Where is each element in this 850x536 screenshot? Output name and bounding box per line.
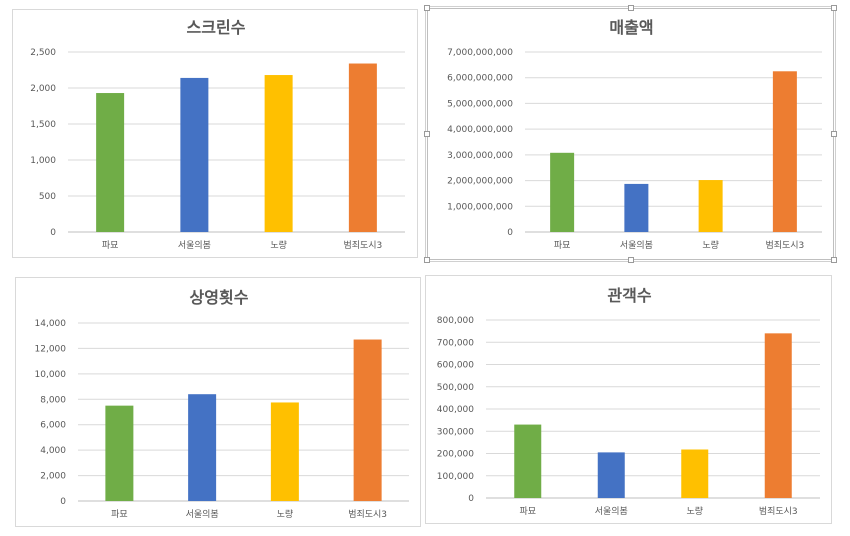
x-tick-label: 파묘 — [111, 509, 128, 520]
chart-svg: 관객수 0 100,000 200,000 300,000 400,000 500,000 6… — [437, 286, 820, 517]
bar[interactable] — [764, 333, 792, 498]
y-tick-label: 200,000 — [437, 450, 474, 460]
chart-title: 상영횟수 — [190, 288, 249, 307]
y-tick-label: 4,000,000,000 — [447, 125, 513, 135]
x-tick-label: 파묘 — [102, 240, 119, 251]
x-tick-label: 범죄도시3 — [759, 506, 798, 517]
resize-handle[interactable] — [628, 5, 634, 11]
y-tick-label: 2,000,000,000 — [447, 177, 513, 187]
bar[interactable] — [264, 75, 293, 232]
chart-audience[interactable]: 관객수 0 100,000 200,000 300,000 400,000 500,000 6… — [425, 275, 832, 524]
x-tick-label: 노량 — [270, 239, 287, 251]
chart-screens[interactable]: 스크린수 0 500 1,000 1,500 2,000 2,500 파묘 서울의봄 노량 범죄도시… — [12, 9, 418, 258]
chart-svg: 스크린수 0 500 1,000 1,500 2,000 2,500 파묘 서울의봄 노량 범죄도시… — [30, 18, 405, 251]
y-tick-label: 500,000 — [437, 383, 474, 393]
x-tick-label: 범죄도시3 — [765, 240, 804, 251]
y-tick-label: 0 — [50, 228, 56, 238]
bar[interactable] — [180, 77, 209, 232]
resize-handle[interactable] — [831, 257, 837, 263]
bar[interactable] — [96, 93, 125, 232]
x-tick-label: 노량 — [686, 505, 703, 517]
y-tick-label: 500 — [39, 192, 56, 202]
y-tick-label: 14,000 — [35, 319, 67, 329]
bar[interactable] — [514, 424, 542, 498]
bar[interactable] — [597, 452, 625, 498]
y-tick-label: 1,000 — [30, 156, 56, 166]
chart-sales[interactable]: 매출액 0 1,000,000,000 2,000,000,000 3,000,000,… — [424, 5, 837, 263]
bar[interactable] — [550, 152, 575, 232]
y-tick-label: 100,000 — [437, 472, 474, 482]
chart-showings[interactable]: 상영횟수 0 2,000 4,000 6,000 8,000 10,000 12,000 14,… — [15, 277, 421, 527]
y-tick-label: 7,000,000,000 — [447, 48, 513, 58]
y-tick-label: 800,000 — [437, 316, 474, 326]
y-tick-label: 600,000 — [437, 361, 474, 371]
bar[interactable] — [681, 449, 709, 498]
y-tick-label: 700,000 — [437, 338, 474, 348]
x-tick-label: 서울의봄 — [620, 240, 653, 251]
bar[interactable] — [105, 405, 134, 501]
bar[interactable] — [772, 71, 797, 233]
y-tick-label: 0 — [60, 497, 66, 507]
bar[interactable] — [698, 180, 723, 232]
resize-handle[interactable] — [424, 5, 430, 11]
resize-handle[interactable] — [831, 131, 837, 137]
x-tick-label: 파묘 — [519, 506, 536, 517]
x-tick-label: 범죄도시3 — [348, 509, 387, 520]
y-tick-label: 2,000 — [30, 84, 56, 94]
bar[interactable] — [348, 63, 377, 232]
y-tick-label: 12,000 — [35, 344, 67, 354]
resize-handle[interactable] — [424, 257, 430, 263]
y-tick-label: 300,000 — [437, 427, 474, 437]
chart-title: 매출액 — [609, 18, 653, 37]
y-tick-label: 3,000,000,000 — [447, 151, 513, 161]
x-tick-label: 범죄도시3 — [343, 240, 382, 251]
y-tick-label: 400,000 — [437, 405, 474, 415]
x-tick-label: 노량 — [277, 508, 294, 520]
y-tick-label: 6,000 — [40, 421, 66, 431]
y-tick-label: 0 — [507, 228, 513, 238]
y-tick-label: 8,000 — [40, 395, 66, 405]
chart-svg: 상영횟수 0 2,000 4,000 6,000 8,000 10,000 12,000 14,… — [35, 288, 409, 520]
y-tick-label: 4,000 — [40, 446, 66, 456]
y-tick-label: 5,000,000,000 — [447, 99, 513, 109]
bar[interactable] — [270, 402, 299, 501]
y-tick-label: 1,500 — [30, 120, 56, 130]
resize-handle[interactable] — [424, 131, 430, 137]
chart-title: 관객수 — [607, 286, 651, 305]
resize-handle[interactable] — [628, 257, 634, 263]
chart-title: 스크린수 — [187, 18, 246, 37]
y-tick-label: 6,000,000,000 — [447, 74, 513, 84]
x-tick-label: 서울의봄 — [186, 509, 219, 520]
x-tick-label: 서울의봄 — [178, 240, 211, 251]
bar[interactable] — [188, 394, 217, 501]
resize-handle[interactable] — [831, 5, 837, 11]
y-tick-label: 0 — [468, 494, 474, 504]
chart-svg: 매출액 0 1,000,000,000 2,000,000,000 3,000,000,… — [447, 18, 822, 251]
bar[interactable] — [624, 183, 649, 232]
bar[interactable] — [353, 339, 382, 501]
x-tick-label: 노량 — [702, 239, 719, 251]
y-tick-label: 1,000,000,000 — [447, 202, 513, 212]
x-tick-label: 서울의봄 — [595, 506, 628, 517]
y-tick-label: 10,000 — [35, 370, 67, 380]
y-tick-label: 2,500 — [30, 48, 56, 58]
x-tick-label: 파묘 — [554, 240, 571, 251]
y-tick-label: 2,000 — [40, 472, 66, 482]
